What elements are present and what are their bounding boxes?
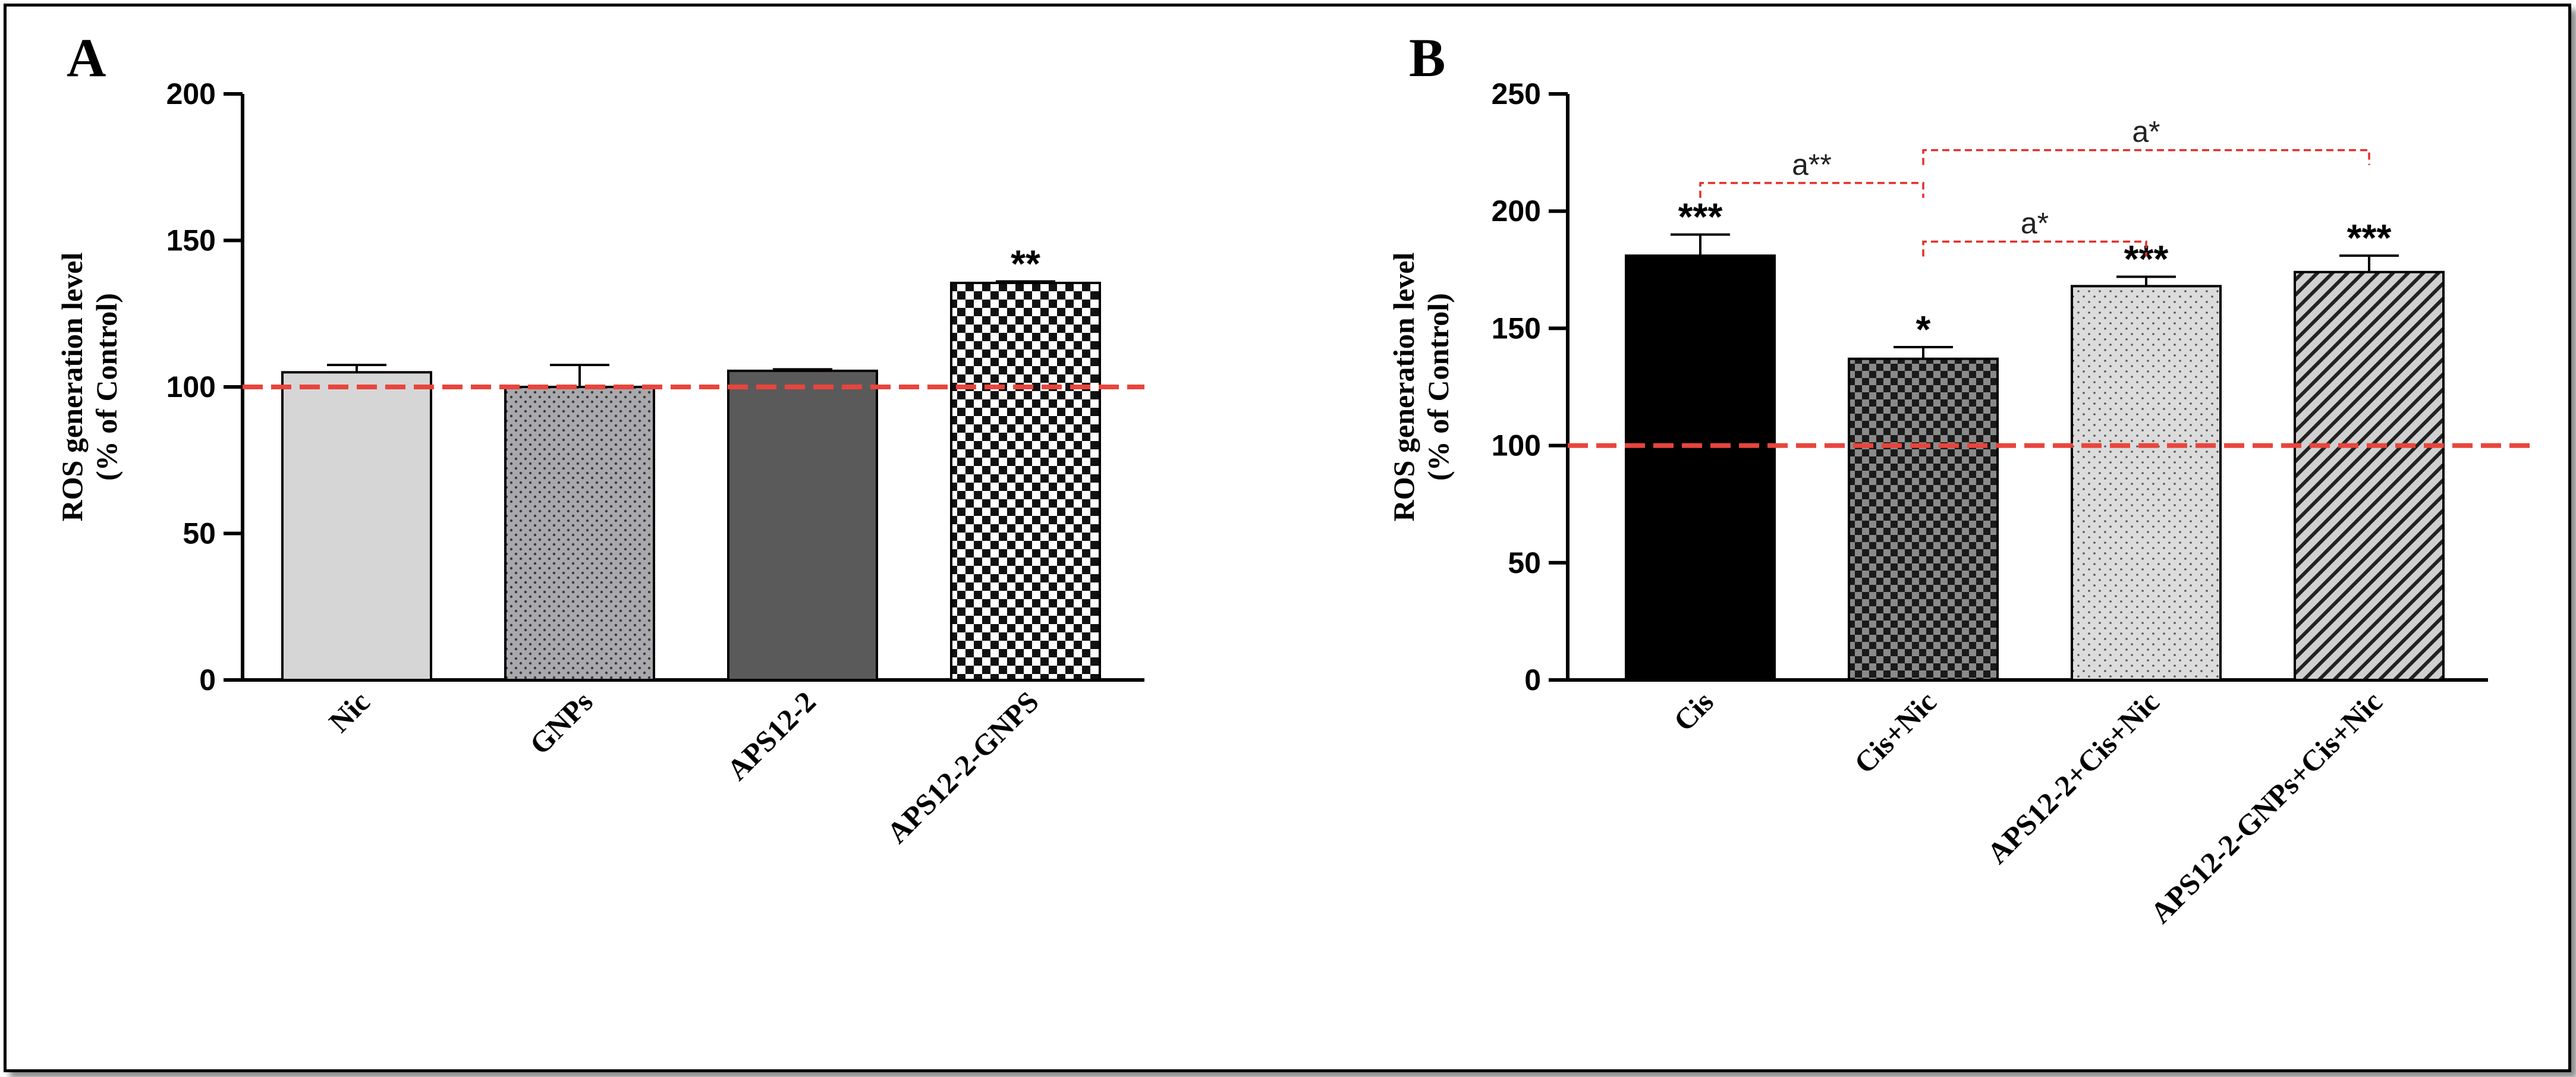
y-tick-label: 100 xyxy=(1492,429,1541,462)
x-tick-label: APS12-2-GNPS xyxy=(880,685,1045,849)
significance-label: *** xyxy=(2347,216,2392,259)
panel-label: B xyxy=(1409,27,1445,88)
bar xyxy=(281,371,432,681)
x-tick-label: Cis+Nic xyxy=(1848,685,1943,780)
y-tick-label: 50 xyxy=(183,517,216,550)
y-tick-label: 0 xyxy=(199,663,216,697)
y-axis-label-unit: (% of Control) xyxy=(1421,293,1455,481)
x-tick-label: GNPs xyxy=(523,685,599,761)
bar xyxy=(1625,254,1776,681)
y-tick-label: 250 xyxy=(1492,77,1541,111)
x-tick-label: APS12-2 xyxy=(721,685,822,786)
comparison-bracket xyxy=(1699,182,1924,198)
y-tick-label: 200 xyxy=(1492,194,1541,228)
significance-label: *** xyxy=(1678,196,1723,238)
significance-label: * xyxy=(1916,308,1931,351)
y-axis-label: ROS generation level xyxy=(1387,253,1420,522)
x-tick-label: Nic xyxy=(322,685,376,739)
bar xyxy=(2294,270,2445,681)
comparison-label: a** xyxy=(1792,148,1832,181)
x-tick-label: APS12-2-GNPs+Cis+Nic xyxy=(2144,685,2389,930)
comparison-bracket xyxy=(1922,149,2370,165)
x-tick-label: APS12-2+Cis+Nic xyxy=(1980,685,2166,870)
panel-label: A xyxy=(67,27,106,88)
y-tick-label: 50 xyxy=(1508,546,1541,580)
comparison-label: a* xyxy=(2132,115,2160,149)
bar xyxy=(504,386,655,681)
x-tick-label: Cis xyxy=(1667,685,1720,738)
bar xyxy=(1848,357,1999,681)
y-tick-label: 200 xyxy=(166,77,216,111)
panel-a: A ROS generation level (% of Control) 0 50 10… xyxy=(55,27,1144,849)
comparison-label: a* xyxy=(2021,206,2049,240)
y-axis-label-unit: (% of Control) xyxy=(90,293,123,481)
y-tick-label: 150 xyxy=(166,224,216,257)
bar xyxy=(2071,285,2222,681)
y-tick-label: 100 xyxy=(166,370,216,404)
comparison-bracket xyxy=(1922,240,2147,257)
bar xyxy=(950,281,1101,681)
y-tick-label: 0 xyxy=(1524,663,1541,697)
y-tick-label: 150 xyxy=(1492,311,1541,345)
y-axis-label: ROS generation level xyxy=(55,253,89,522)
significance-label: ** xyxy=(1011,243,1040,285)
panel-b: B ROS generation level (% of Control) 0 50 10… xyxy=(1387,27,2536,930)
bar xyxy=(727,369,878,681)
